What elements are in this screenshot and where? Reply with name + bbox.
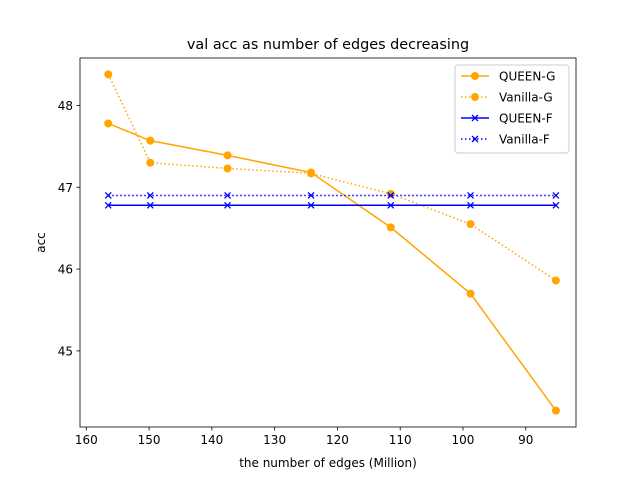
data-point-queen-f [307,201,315,209]
data-point-queen-f [146,201,154,209]
legend-item-vanilla-g: Vanilla-G [461,91,553,105]
legend-box [454,64,570,154]
data-point-vanilla-g [104,70,113,79]
data-point-queen-g [386,223,395,232]
data-point-queen-g [146,136,155,145]
legend-item-vanilla-f: Vanilla-F [461,133,550,147]
data-point-vanilla-f [307,191,315,199]
legend-label: Vanilla-F [499,133,550,147]
data-point-queen-g [466,289,475,298]
x-axis-ticks: 160 150 140 130 120 110 100 90 [75,427,533,447]
legend-items: QUEEN-G Vanilla-G QUEEN-F Vanilla-F [461,70,555,147]
data-point-vanilla-f [467,191,474,199]
series-vanilla-g [104,70,560,285]
data-point-queen-g [551,406,560,415]
legend-marker [471,93,479,101]
data-point-queen-g [104,119,113,128]
y-tick-label: 45 [58,344,73,358]
legend-marker [471,135,479,143]
x-tick-label: 140 [200,433,223,447]
legend-marker [471,72,479,80]
y-tick-label: 48 [58,99,73,113]
y-axis-label: acc [34,232,48,253]
legend-item-queen-f: QUEEN-F [461,112,553,126]
chart-title: val acc as number of edges decreasing [187,37,469,53]
plot-frame [79,57,577,428]
series-queen-f [104,201,560,209]
x-tick-label: 130 [263,433,286,447]
data-point-vanilla-g [551,276,560,285]
data-point-queen-f [552,201,560,209]
legend: QUEEN-G Vanilla-G QUEEN-F Vanilla-F [454,64,570,154]
y-axis-ticks: 45 46 47 48 [58,99,80,358]
data-point-vanilla-f [146,191,154,199]
x-tick-label: 150 [138,433,161,447]
legend-item-queen-g: QUEEN-G [461,70,555,84]
legend-label: QUEEN-G [499,70,555,84]
x-tick-label: 160 [75,433,98,447]
x-axis-label: the number of edges (Million) [239,456,417,470]
data-point-vanilla-g [466,220,475,229]
x-tick-label: 100 [452,433,475,447]
x-tick-label: 120 [326,433,349,447]
data-point-vanilla-g [307,169,316,178]
data-point-queen-f [387,201,395,209]
data-point-vanilla-g [223,164,232,173]
data-point-vanilla-f [224,191,232,199]
x-tick-label: 110 [389,433,412,447]
data-point-vanilla-f [552,191,560,199]
plot-series [104,70,560,415]
legend-label: QUEEN-F [499,112,553,126]
x-tick-label: 90 [518,433,533,447]
data-point-queen-f [224,201,232,209]
series-vanilla-f [104,191,560,199]
legend-marker [471,114,479,122]
legend-label: Vanilla-G [499,91,553,105]
data-point-queen-g [223,151,232,160]
data-point-queen-f [467,201,474,209]
data-point-queen-f [104,201,112,209]
data-point-vanilla-g [146,158,155,167]
data-point-vanilla-f [104,191,112,199]
y-tick-label: 47 [58,181,73,195]
y-tick-label: 46 [58,263,73,277]
data-point-vanilla-f [387,191,395,199]
